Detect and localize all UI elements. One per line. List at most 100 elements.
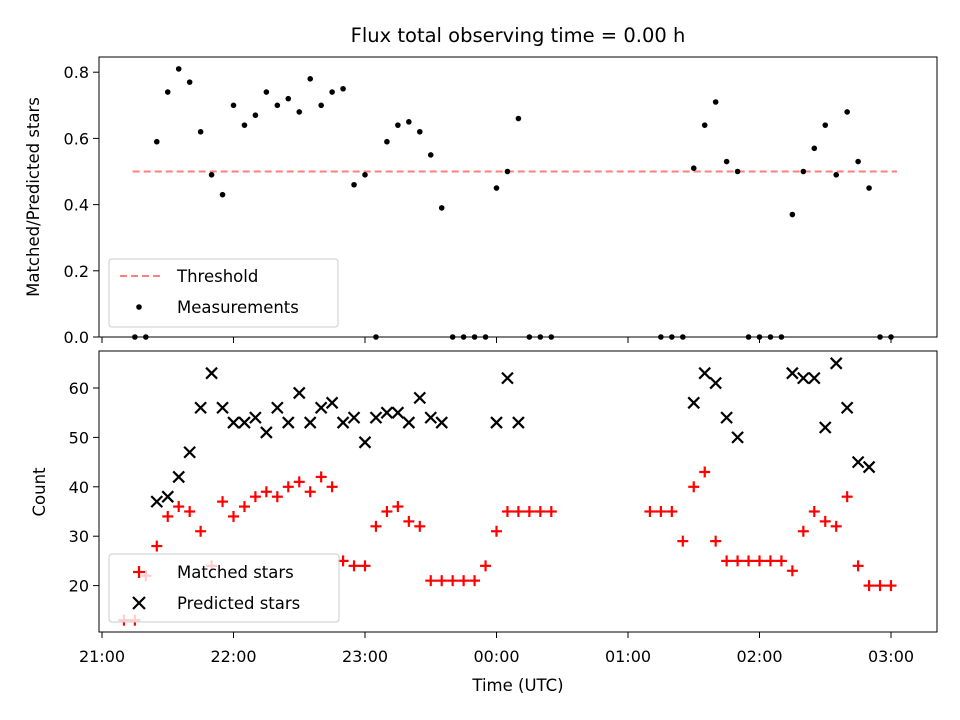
top-y-tick-label: 0.4 [64, 196, 89, 215]
matched-star-point [370, 520, 382, 532]
measurement-point [241, 122, 248, 128]
predicted-star-point [709, 376, 722, 390]
matched-star-point [732, 555, 744, 567]
x-tick-label: 03:00 [868, 647, 914, 666]
predicted-star-point [380, 406, 394, 419]
predicted-star-point [687, 396, 701, 410]
bottom-y-tick-label: 50 [69, 428, 89, 447]
predicted-star-point [216, 401, 229, 415]
matched-star-point [830, 520, 842, 532]
measurement-point [427, 152, 434, 158]
legend-matched-swatch [133, 566, 145, 578]
predicted-stars-points [150, 357, 876, 508]
predicted-star-point [347, 411, 361, 424]
predicted-star-point [829, 357, 843, 370]
top-panel: 0.00.20.40.60.8 Matched/Predicted stars … [24, 56, 938, 347]
measurement-point [307, 76, 314, 82]
matched-star-point [392, 501, 404, 513]
measurement-point [329, 89, 335, 95]
x-tick-label: 23:00 [342, 647, 388, 666]
predicted-star-point [325, 396, 339, 410]
x-tick-label: 21:00 [79, 647, 125, 666]
bottom-y-axis-label: Count [30, 467, 49, 517]
measurement-point [438, 205, 445, 211]
predicted-star-point [851, 455, 865, 469]
measurement-point [296, 109, 303, 115]
legend-predicted-label: Predicted stars [177, 594, 300, 613]
matched-star-point [874, 580, 886, 592]
predicted-star-point [424, 411, 438, 424]
matched-star-point [501, 506, 513, 517]
matched-star-point [184, 506, 196, 517]
matched-star-point [523, 506, 535, 517]
bottom-y-tick-label: 60 [69, 379, 89, 398]
predicted-star-point [413, 391, 427, 405]
measurement-point [723, 158, 730, 165]
matched-star-point [786, 565, 798, 577]
x-tick-label: 02:00 [736, 647, 782, 666]
legend-measurements-label: Measurements [177, 298, 299, 317]
matched-star-point [710, 535, 722, 547]
bottom-y-tick-label: 40 [69, 478, 89, 497]
measurement-point [822, 122, 829, 128]
measurement-point [197, 128, 204, 135]
measurement-point [219, 191, 226, 198]
legend-threshold-label: Threshold [176, 267, 258, 286]
measurement-point [493, 185, 500, 191]
top-y-tick-label: 0.0 [64, 328, 89, 347]
bottom-legend: Matched stars Predicted stars [108, 553, 340, 623]
measurement-point [406, 119, 412, 125]
matched-star-point [436, 575, 448, 587]
matched-star-point [173, 501, 185, 513]
measurement-point [515, 115, 522, 122]
matched-star-point [863, 580, 875, 592]
predicted-star-point [840, 401, 854, 415]
matched-star-point [249, 491, 261, 503]
x-axis-label: Time (UTC) [471, 676, 563, 695]
predicted-star-point [808, 371, 821, 385]
predicted-star-point [238, 416, 251, 429]
measurement-point [274, 102, 281, 109]
predicted-star-point [314, 401, 328, 415]
top-x-ticks [101, 337, 892, 343]
measurement-point [285, 95, 292, 102]
predicted-star-point [490, 416, 503, 429]
measurement-point [690, 165, 697, 171]
top-y-tick-label: 0.2 [64, 262, 89, 281]
x-tick-label: 22:00 [210, 647, 256, 666]
measurement-point [362, 172, 368, 178]
measurement-point [395, 122, 401, 128]
measurement-point [833, 172, 840, 178]
matched-star-point [852, 560, 864, 572]
measurement-point [351, 181, 357, 188]
bottom-axes-frame [98, 350, 938, 633]
matched-star-point [151, 540, 163, 552]
predicted-star-point [786, 366, 799, 380]
matched-star-point [644, 506, 656, 517]
matched-star-point [381, 506, 393, 517]
matched-star-point [688, 481, 700, 493]
measurement-point [789, 211, 796, 218]
matched-star-point [414, 520, 426, 532]
predicted-star-point [818, 421, 832, 434]
measurement-point [734, 168, 741, 175]
measurement-point [340, 85, 346, 92]
legend-matched-label: Matched stars [177, 563, 294, 582]
predicted-star-point [183, 445, 196, 459]
matched-star-point [743, 555, 755, 567]
top-legend: Threshold Measurements [108, 258, 339, 328]
measurement-point [811, 145, 818, 152]
measurement-point [384, 138, 390, 145]
predicted-star-point [249, 411, 262, 424]
matched-star-point [512, 506, 524, 517]
predicted-star-point [358, 436, 372, 449]
matched-star-point [228, 510, 239, 522]
predicted-star-point [369, 411, 383, 424]
top-y-tick-label: 0.6 [64, 129, 89, 148]
measurement-point [866, 185, 872, 191]
measurement-point [800, 168, 807, 175]
measurement-point [855, 158, 861, 165]
bottom-y-tick-label: 20 [69, 577, 89, 596]
predicted-star-point [271, 401, 284, 415]
top-axes-frame [98, 56, 938, 338]
